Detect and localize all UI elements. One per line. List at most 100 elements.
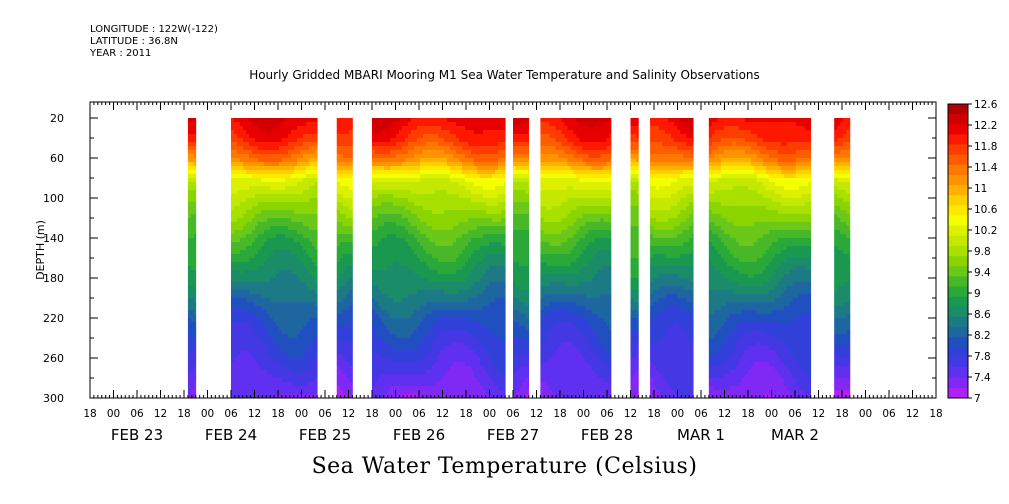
heatmap-cell <box>276 170 280 175</box>
heatmap-cell <box>339 270 344 275</box>
heatmap-cell <box>420 174 424 179</box>
heatmap-cell <box>462 226 466 231</box>
heatmap-cell <box>279 190 283 195</box>
heatmap-cell <box>339 274 344 279</box>
heatmap-cell <box>339 334 344 339</box>
heatmap-cell <box>411 382 415 387</box>
heatmap-cell <box>387 194 391 199</box>
heatmap-cell <box>306 146 310 151</box>
heatmap-cell <box>267 210 271 215</box>
heatmap-cell <box>420 198 424 203</box>
heatmap-cell <box>297 206 301 211</box>
heatmap-cell <box>414 238 418 243</box>
heatmap-cell <box>187 342 192 347</box>
heatmap-cell <box>444 298 448 303</box>
heatmap-cell <box>294 290 298 295</box>
heatmap-cell <box>303 278 307 283</box>
heatmap-cell <box>423 158 427 163</box>
heatmap-cell <box>414 394 418 399</box>
heatmap-cell <box>261 230 265 235</box>
heatmap-cell <box>390 374 394 379</box>
heatmap-cell <box>387 174 391 179</box>
heatmap-cell <box>438 198 442 203</box>
heatmap-cell <box>414 314 418 319</box>
heatmap-cell <box>190 266 195 271</box>
heatmap-cell <box>462 254 466 259</box>
heatmap-cell <box>187 346 192 351</box>
heatmap-cell <box>270 254 274 259</box>
heatmap-cell <box>255 302 259 307</box>
heatmap-cell <box>234 210 238 215</box>
heatmap-cell <box>441 210 445 215</box>
heatmap-cell <box>444 350 448 355</box>
heatmap-cell <box>402 246 406 251</box>
heatmap-cell <box>435 146 439 151</box>
heatmap-cell <box>375 290 379 295</box>
heatmap-cell <box>396 178 400 183</box>
heatmap-cell <box>267 178 271 183</box>
heatmap-cell <box>297 254 301 259</box>
heatmap-cell <box>414 154 418 159</box>
heatmap-cell <box>303 134 307 139</box>
heatmap-cell <box>456 202 460 207</box>
heatmap-cell <box>345 158 350 163</box>
heatmap-cell <box>462 274 466 279</box>
heatmap-cell <box>297 314 301 319</box>
heatmap-cell <box>264 178 268 183</box>
heatmap-cell <box>402 386 406 391</box>
heatmap-cell <box>432 166 436 171</box>
heatmap-cell <box>237 354 241 359</box>
heatmap-cell <box>378 266 382 271</box>
heatmap-cell <box>258 338 262 343</box>
heatmap-cell <box>336 226 341 231</box>
heatmap-cell <box>252 150 256 155</box>
heatmap-cell <box>270 162 274 167</box>
heatmap-cell <box>381 218 385 223</box>
heatmap-cell <box>414 278 418 283</box>
heatmap-cell <box>312 290 316 295</box>
heatmap-cell <box>462 354 466 359</box>
heatmap-cell <box>420 370 424 375</box>
heatmap-cell <box>285 194 289 199</box>
heatmap-cell <box>432 370 436 375</box>
heatmap-cell <box>465 118 469 123</box>
heatmap-cell <box>468 166 472 171</box>
heatmap-cell <box>441 322 445 327</box>
heatmap-cell <box>264 186 268 191</box>
heatmap-cell <box>279 130 283 135</box>
heatmap-cell <box>468 366 472 371</box>
heatmap-cell <box>390 210 394 215</box>
heatmap-cell <box>444 282 448 287</box>
heatmap-cell <box>279 146 283 151</box>
heatmap-cell <box>306 206 310 211</box>
heatmap-cell <box>270 170 274 175</box>
heatmap-cell <box>261 170 265 175</box>
heatmap-cell <box>190 362 195 367</box>
heatmap-cell <box>384 278 388 283</box>
heatmap-cell <box>193 218 197 223</box>
heatmap-cell <box>372 370 376 375</box>
heatmap-cell <box>420 350 424 355</box>
heatmap-cell <box>459 234 463 239</box>
heatmap-cell <box>420 342 424 347</box>
heatmap-cell <box>252 190 256 195</box>
heatmap-cell <box>336 246 341 251</box>
heatmap-cell <box>396 238 400 243</box>
heatmap-cell <box>258 334 262 339</box>
heatmap-cell <box>441 382 445 387</box>
heatmap-cell <box>417 166 421 171</box>
heatmap-cell <box>381 362 385 367</box>
heatmap-cell <box>411 170 415 175</box>
heatmap-cell <box>375 178 379 183</box>
heatmap-cell <box>468 310 472 315</box>
heatmap-cell <box>258 146 262 151</box>
heatmap-cell <box>435 134 439 139</box>
heatmap-cell <box>417 126 421 131</box>
heatmap-cell <box>402 174 406 179</box>
heatmap-cell <box>405 226 409 231</box>
heatmap-cell <box>291 122 295 127</box>
heatmap-cell <box>429 338 433 343</box>
heatmap-cell <box>193 190 197 195</box>
heatmap-cell <box>261 174 265 179</box>
heatmap-cell <box>282 374 286 379</box>
